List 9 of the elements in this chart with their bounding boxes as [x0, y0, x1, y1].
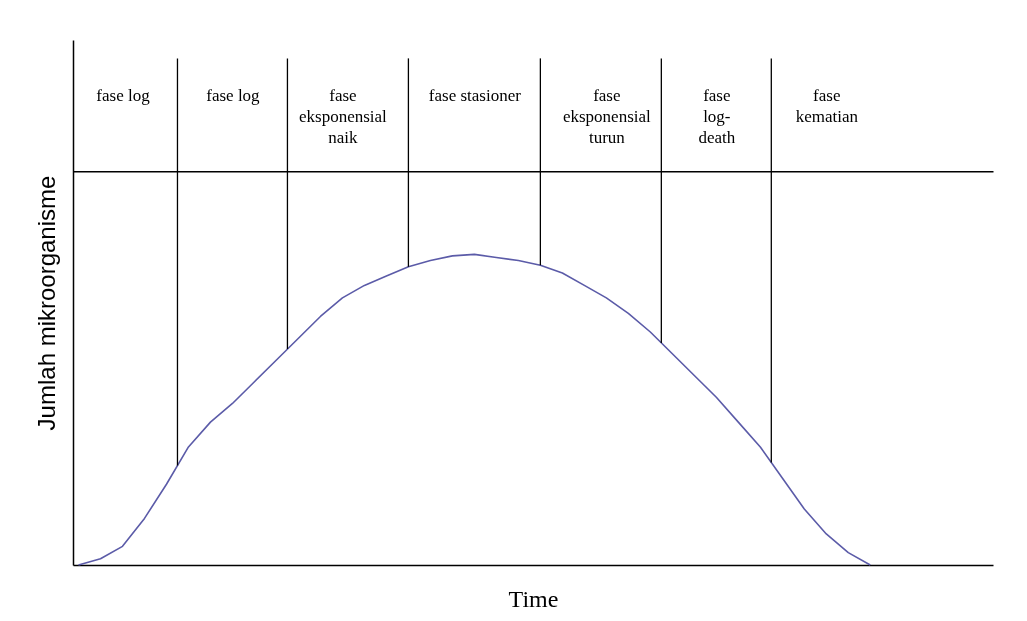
x-tick-label: fase kematian: [795, 85, 859, 126]
x-tick-label: fase eksponensial naik: [299, 85, 388, 147]
y-axis-title: Jumlah mikroorganisme: [32, 175, 60, 431]
x-tick-label: fase log: [96, 85, 151, 105]
x-tick-label: fase log: [206, 85, 261, 105]
x-tick-label: fase log- death: [698, 85, 736, 147]
x-tick-label: fase stasioner: [428, 85, 522, 105]
x-tick-label: fase eksponensial turun: [562, 85, 652, 147]
x-axis-title: Time: [508, 585, 559, 612]
